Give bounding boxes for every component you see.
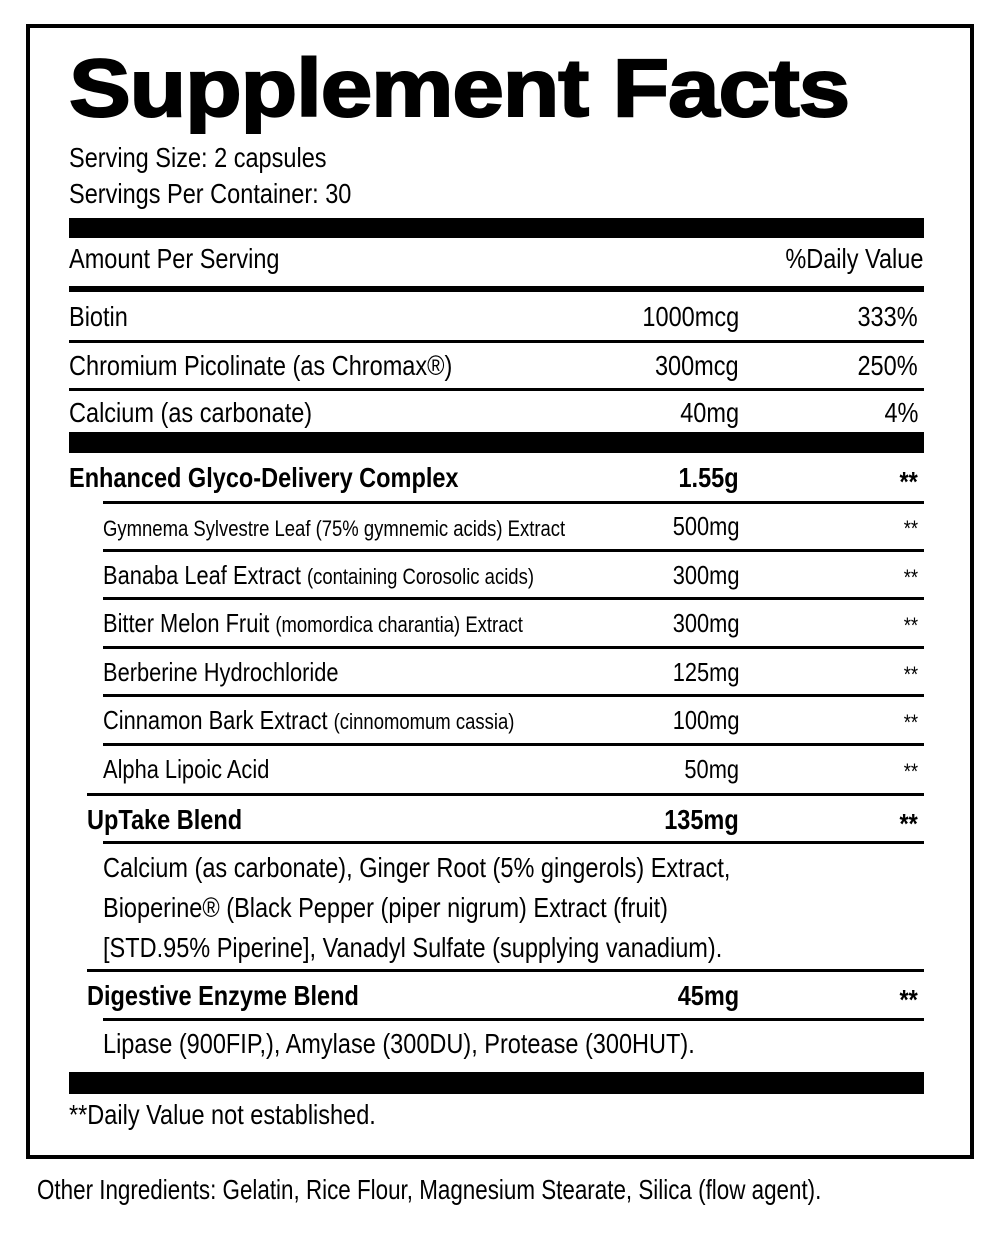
digestive-blend-name: Digestive Enzyme Blend (87, 980, 359, 1011)
complex-item-amount: 50mg (684, 754, 739, 784)
uptake-blend-amount: 135mg (664, 804, 739, 835)
digestive-blend-amount: 45mg (677, 980, 739, 1011)
divider (103, 694, 924, 697)
nutrient-amount: 300mcg (655, 350, 739, 381)
complex-dv: ** (899, 466, 918, 497)
complex-item-dv: ** (903, 662, 918, 687)
complex-item-name: Berberine Hydrochloride (103, 657, 339, 687)
complex-item-amount: 125mg (672, 657, 739, 687)
complex-item-amount: 300mg (672, 560, 739, 590)
uptake-ingredients-line: [STD.95% Piperine], Vanadyl Sulfate (sup… (103, 932, 723, 963)
divider (69, 286, 924, 292)
nutrient-dv: 250% (857, 350, 918, 381)
servings-per-container: Servings Per Container: 30 (69, 178, 352, 209)
divider (103, 1018, 924, 1021)
complex-item-dv: ** (903, 613, 918, 638)
nutrient-name: Biotin (69, 301, 128, 332)
nutrient-name: Chromium Picolinate (as Chromax®) (69, 350, 453, 381)
digestive-blend-dv: ** (899, 984, 918, 1015)
divider (69, 388, 924, 391)
complex-item-amount: 300mg (672, 608, 739, 638)
complex-item-name: Bitter Melon Fruit (momordica charantia)… (103, 608, 523, 638)
complex-item-name: Cinnamon Bark Extract (cinnomomum cassia… (103, 705, 515, 735)
complex-item-dv: ** (903, 565, 918, 590)
other-ingredients: Other Ingredients: Gelatin, Rice Flour, … (37, 1174, 822, 1205)
divider (103, 646, 924, 649)
serving-size: Serving Size: 2 capsules (69, 142, 327, 173)
nutrient-amount: 40mg (680, 397, 739, 428)
uptake-blend-dv: ** (899, 808, 918, 839)
divider (87, 969, 924, 972)
complex-item-dv: ** (903, 759, 918, 784)
divider (103, 743, 924, 746)
divider (69, 340, 924, 343)
uptake-blend-name: UpTake Blend (87, 804, 243, 835)
complex-item-amount: 100mg (672, 705, 739, 735)
uptake-ingredients-line: Calcium (as carbonate), Ginger Root (5% … (103, 852, 731, 883)
complex-item-name: Banaba Leaf Extract (containing Corosoli… (103, 560, 534, 590)
amount-per-serving-header: Amount Per Serving (69, 243, 280, 274)
complex-name: Enhanced Glyco-Delivery Complex (69, 462, 459, 493)
supplement-facts-panel (26, 24, 974, 1159)
complex-item-name: Alpha Lipoic Acid (103, 754, 270, 784)
divider (103, 597, 924, 600)
complex-item-name: Gymnema Sylvestre Leaf (75% gymnemic aci… (103, 516, 566, 541)
panel-title: Supplement Facts (68, 43, 851, 134)
nutrient-amount: 1000mcg (642, 301, 739, 332)
digestive-ingredients-line: Lipase (900FIP,), Amylase (300DU), Prote… (103, 1028, 695, 1059)
nutrient-name: Calcium (as carbonate) (69, 397, 313, 428)
daily-value-header: %Daily Value (784, 243, 923, 274)
nutrient-dv: 4% (884, 397, 918, 428)
complex-item-amount: 500mg (672, 511, 739, 541)
divider (103, 501, 924, 504)
thick-divider (69, 432, 924, 453)
complex-item-dv: ** (903, 710, 918, 735)
uptake-ingredients-line: Bioperine® (Black Pepper (piper nigrum) … (103, 892, 669, 923)
complex-item-dv: ** (903, 516, 918, 541)
divider (87, 793, 924, 796)
footnote: **Daily Value not established. (69, 1099, 376, 1130)
complex-amount: 1.55g (678, 462, 739, 493)
thick-divider (69, 1072, 924, 1094)
thick-divider (69, 218, 924, 238)
divider (103, 549, 924, 552)
divider (103, 841, 924, 844)
nutrient-dv: 333% (857, 301, 918, 332)
